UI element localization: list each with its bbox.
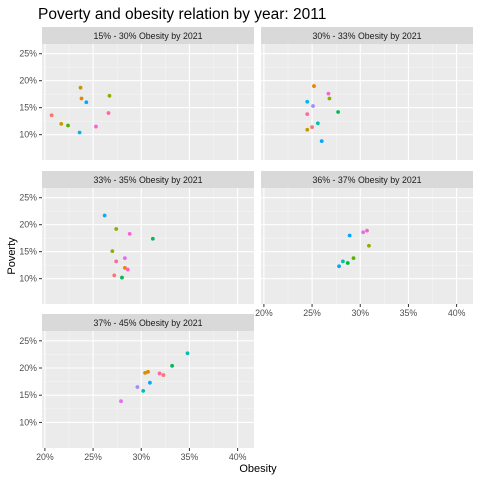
data-point	[49, 113, 54, 118]
panel-background	[42, 44, 254, 160]
data-point	[305, 112, 310, 117]
panel-background	[42, 188, 254, 304]
data-point	[127, 231, 132, 236]
data-point	[326, 91, 331, 96]
x-tick-label: 20%	[255, 308, 273, 318]
data-point	[66, 123, 70, 128]
panel-background	[42, 331, 254, 448]
data-point	[315, 121, 320, 126]
facet-strip	[261, 171, 473, 188]
facet-strip	[42, 171, 254, 188]
data-point	[135, 385, 140, 389]
y-tick-label: 15%	[19, 247, 37, 257]
data-point	[170, 363, 174, 368]
data-point	[347, 233, 352, 238]
data-point	[310, 125, 314, 129]
data-point	[312, 84, 316, 88]
y-tick-label: 15%	[19, 103, 37, 113]
facet-strip-label: 36% - 37% Obesity by 2021	[312, 175, 421, 185]
data-point	[141, 388, 146, 393]
data-point	[150, 236, 155, 241]
facet-panel: 33% - 35% Obesity by 2021 10% 15% 20% 25%	[19, 171, 254, 304]
data-point	[367, 243, 371, 248]
data-point	[110, 249, 115, 254]
data-point	[102, 213, 107, 218]
facet-panel: 15% - 30% Obesity by 2021 10% 15% 20% 25%	[19, 27, 254, 160]
data-point	[94, 124, 98, 129]
facet-panel: 37% - 45% Obesity by 2021 10% 15% 20% 25% 20%…	[19, 314, 254, 462]
y-axis-title: Poverty	[6, 237, 18, 275]
data-point	[119, 399, 123, 404]
data-point	[319, 139, 324, 144]
y-tick-label: 10%	[19, 274, 37, 284]
data-point	[114, 227, 119, 231]
y-tick-label: 25%	[19, 49, 37, 59]
y-tick-label: 10%	[19, 130, 37, 140]
panel-background	[261, 188, 473, 304]
data-point	[112, 273, 117, 278]
data-point	[336, 110, 340, 114]
x-tick-label: 35%	[400, 308, 418, 318]
chart-title: Poverty and obesity relation by year: 20…	[38, 6, 326, 23]
data-point	[341, 259, 345, 264]
data-point	[106, 111, 111, 115]
data-point	[185, 351, 190, 356]
facet-strip-label: 33% - 35% Obesity by 2021	[93, 175, 202, 185]
data-point	[305, 127, 310, 132]
data-point	[157, 371, 162, 376]
data-point	[351, 256, 356, 261]
x-tick-label: 40%	[448, 308, 466, 318]
y-tick-label: 10%	[19, 417, 37, 427]
x-axis-title: Obesity	[239, 463, 277, 475]
y-tick-label: 20%	[19, 363, 37, 373]
data-point	[120, 275, 124, 280]
facet-strip	[42, 27, 254, 44]
panel-background	[261, 44, 473, 160]
facet-strip-label: 30% - 33% Obesity by 2021	[312, 31, 421, 41]
data-point	[143, 371, 148, 375]
facet-strip-label: 15% - 30% Obesity by 2021	[93, 31, 202, 41]
data-point	[122, 265, 127, 270]
y-tick-label: 20%	[19, 76, 37, 86]
facet-panel: 36% - 37% Obesity by 2021 20% 25% 30% 35% 40%	[255, 171, 473, 318]
facet-strip	[261, 27, 473, 44]
x-tick-label: 40%	[229, 452, 247, 462]
y-tick-label: 15%	[19, 390, 37, 400]
data-point	[345, 261, 350, 265]
y-tick-label: 25%	[19, 193, 37, 203]
data-point	[361, 230, 366, 235]
x-tick-label: 20%	[36, 452, 54, 462]
facet-strip	[42, 314, 254, 331]
y-tick-label: 25%	[19, 336, 37, 346]
data-point	[84, 100, 89, 105]
data-point	[125, 267, 130, 272]
data-point	[337, 264, 341, 269]
data-point	[305, 99, 310, 104]
facet-strip-label: 37% - 45% Obesity by 2021	[93, 318, 202, 328]
x-tick-label: 30%	[351, 308, 369, 318]
data-point	[365, 228, 369, 233]
x-tick-label: 30%	[132, 452, 150, 462]
data-point	[161, 373, 166, 377]
data-point	[79, 96, 84, 101]
data-point	[148, 380, 152, 385]
data-point	[77, 130, 82, 135]
facet-panel: 30% - 33% Obesity by 2021	[261, 27, 473, 160]
x-tick-label: 25%	[303, 308, 321, 318]
data-point	[59, 121, 64, 126]
y-tick-label: 20%	[19, 220, 37, 230]
data-point	[78, 85, 83, 90]
data-point	[122, 256, 127, 261]
x-tick-label: 35%	[181, 452, 199, 462]
data-point	[311, 104, 315, 108]
panel-grid: 15% - 30% Obesity by 2021 10% 15% 20% 25% 30%…	[19, 27, 473, 462]
data-point	[327, 96, 332, 101]
data-point	[107, 93, 112, 98]
data-point	[114, 259, 119, 264]
x-tick-label: 25%	[84, 452, 102, 462]
data-point	[146, 369, 150, 374]
